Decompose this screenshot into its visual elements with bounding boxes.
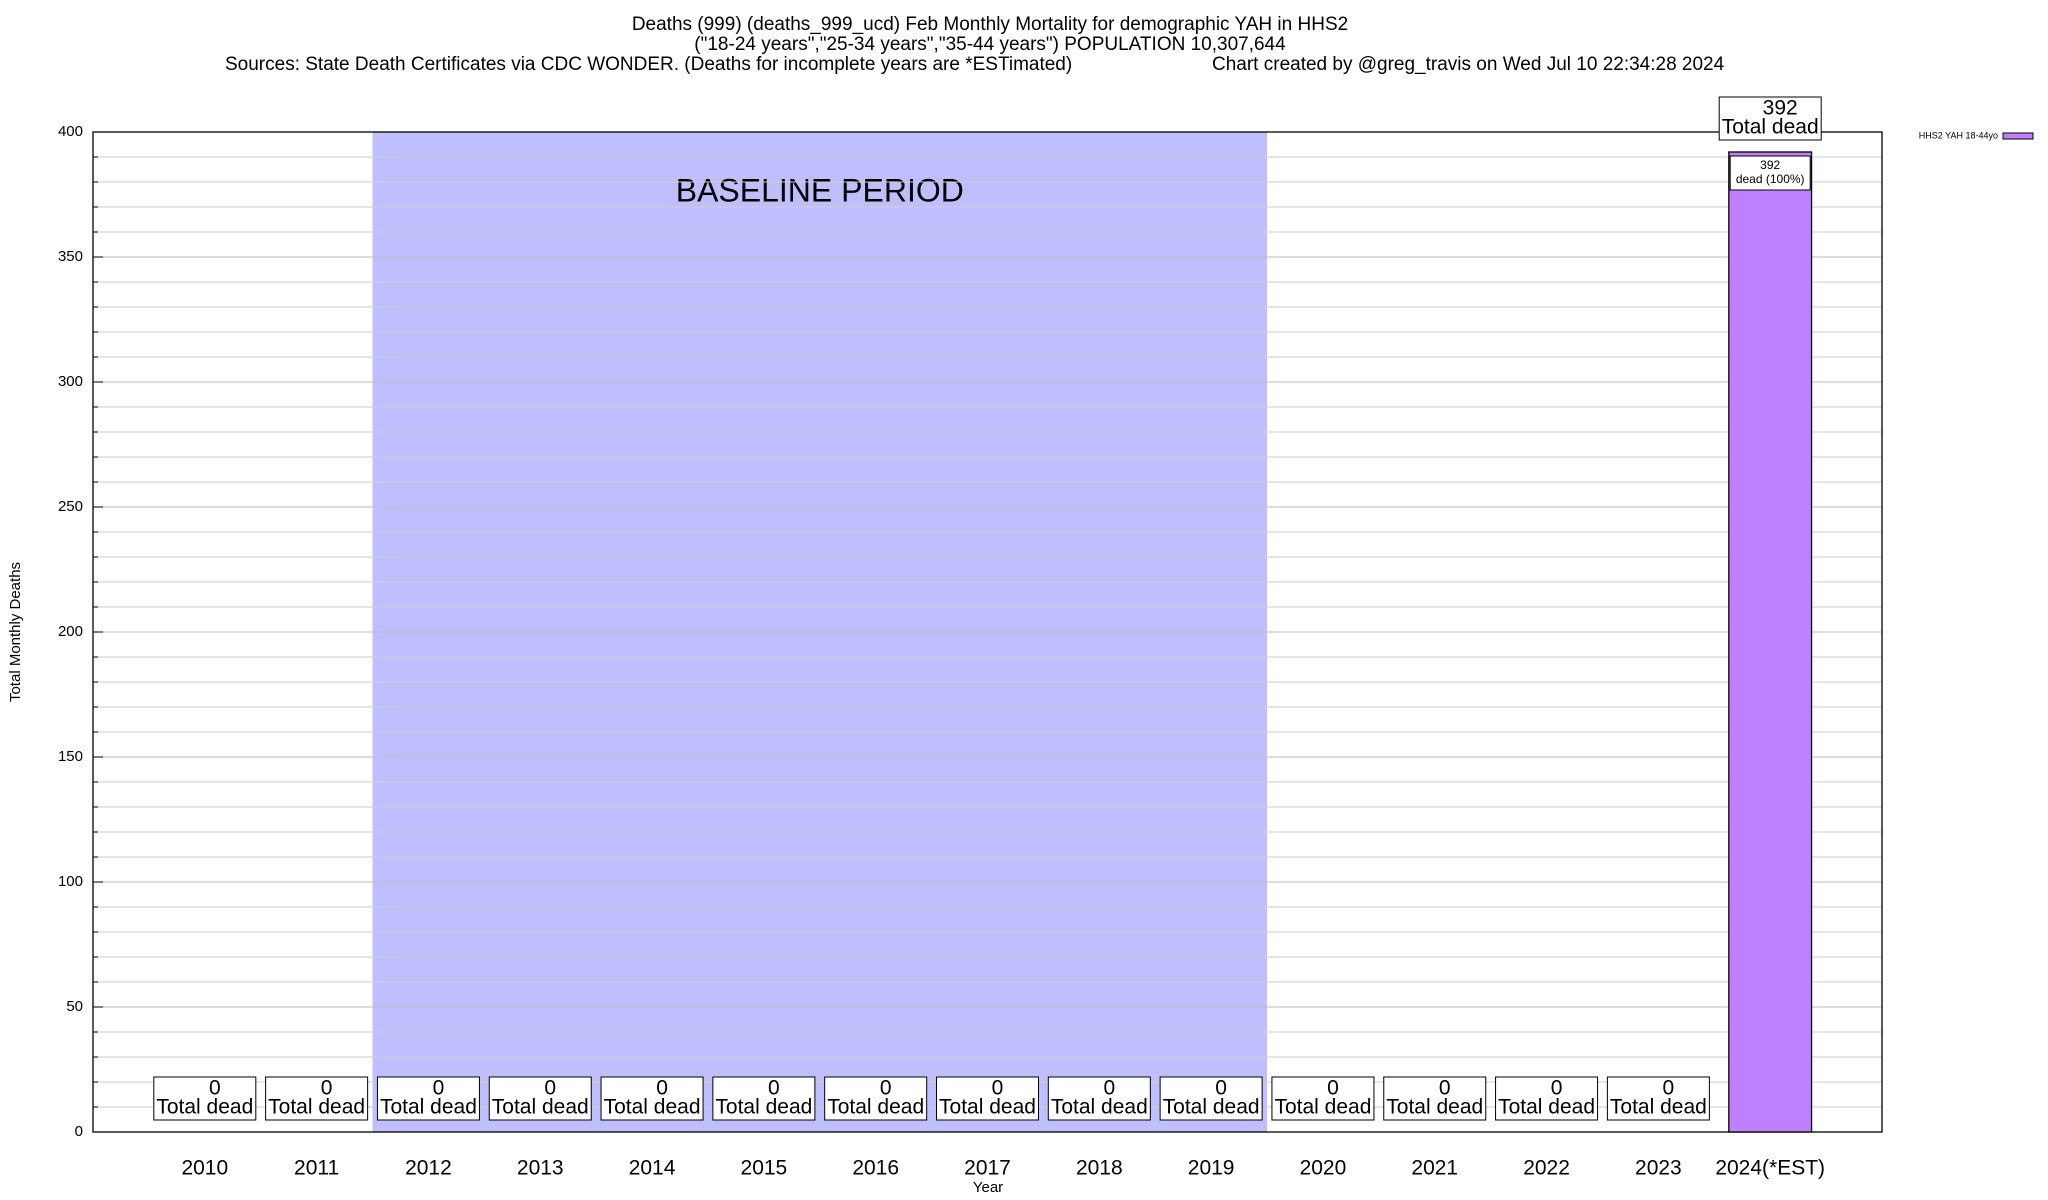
total-label: Total dead xyxy=(1498,1096,1595,1119)
label-box xyxy=(1606,1076,1710,1121)
total-label: Total dead xyxy=(1386,1096,1483,1119)
x-tick-label: 2023 xyxy=(1635,1157,1682,1180)
x-tick-label: 2014 xyxy=(629,1157,676,1180)
value-label: 392 xyxy=(1763,97,1798,120)
chart-title: Deaths (999) (deaths_999_ucd) Feb Monthl… xyxy=(632,14,1348,35)
total-label: Total dead xyxy=(156,1096,253,1119)
total-label: Total dead xyxy=(939,1096,1036,1119)
value-label: 0 xyxy=(656,1077,668,1100)
y-tick-label: 100 xyxy=(58,873,83,890)
x-axis-label: Year xyxy=(973,1179,1003,1196)
label-box xyxy=(824,1076,928,1121)
total-label: Total dead xyxy=(1051,1096,1148,1119)
x-tick-label: 2017 xyxy=(964,1157,1011,1180)
legend-label: HHS2 YAH 18-44yo xyxy=(1919,130,1998,140)
value-label: 0 xyxy=(880,1077,892,1100)
x-tick-label: 2012 xyxy=(405,1157,452,1180)
label-box xyxy=(153,1076,257,1121)
y-tick-label: 350 xyxy=(58,248,83,265)
legend-swatch xyxy=(2002,132,2034,140)
share-box xyxy=(1729,155,1811,191)
label-box xyxy=(1718,96,1822,141)
total-label: Total dead xyxy=(1163,1096,1260,1119)
label-box xyxy=(1495,1076,1599,1121)
value-label: 0 xyxy=(992,1077,1004,1100)
y-tick-label: 400 xyxy=(58,123,83,140)
label-box xyxy=(1159,1076,1263,1121)
x-tick-label: 2013 xyxy=(517,1157,564,1180)
x-tick-label: 2022 xyxy=(1523,1157,1570,1180)
label-box xyxy=(712,1076,816,1121)
total-label: Total dead xyxy=(715,1096,812,1119)
y-tick-label: 150 xyxy=(58,748,83,765)
value-label: 0 xyxy=(1663,1077,1675,1100)
value-label: 0 xyxy=(433,1077,445,1100)
x-tick-label: 2016 xyxy=(852,1157,899,1180)
value-label: 0 xyxy=(1327,1077,1339,1100)
label-box xyxy=(1383,1076,1487,1121)
label-box xyxy=(1271,1076,1375,1121)
x-tick-label: 2024(*EST) xyxy=(1715,1157,1825,1180)
total-label: Total dead xyxy=(1722,116,1819,139)
source: Sources: State Death Certificates via CD… xyxy=(225,54,1072,75)
value-label: 0 xyxy=(209,1077,221,1100)
y-tick-label: 50 xyxy=(66,998,83,1015)
chart-subtitle: ("18-24 years","25-34 years","35-44 year… xyxy=(694,34,1286,55)
plot-frame xyxy=(92,131,1883,1133)
x-tick-label: 2015 xyxy=(741,1157,788,1180)
total-label: Total dead xyxy=(1610,1096,1707,1119)
bar xyxy=(1728,151,1813,1133)
total-label: Total dead xyxy=(604,1096,701,1119)
share-value: 392 xyxy=(1760,158,1780,172)
label-box xyxy=(936,1076,1039,1121)
value-label: 0 xyxy=(1103,1077,1115,1100)
value-label: 0 xyxy=(544,1077,556,1100)
y-tick-label: 0 xyxy=(75,1123,83,1140)
value-label: 0 xyxy=(321,1077,333,1100)
baseline-label: BASELINE PERIOD xyxy=(676,172,964,208)
x-tick-label: 2010 xyxy=(181,1157,228,1180)
label-box xyxy=(265,1076,369,1121)
x-tick-label: 2018 xyxy=(1076,1157,1123,1180)
y-axis-label: Total Monthly Deaths xyxy=(7,562,24,702)
value-label: 0 xyxy=(768,1077,780,1100)
label-box xyxy=(600,1076,704,1121)
value-label: 0 xyxy=(1215,1077,1227,1100)
total-label: Total dead xyxy=(1274,1096,1371,1119)
total-label: Total dead xyxy=(827,1096,924,1119)
x-tick-label: 2021 xyxy=(1411,1157,1458,1180)
label-box xyxy=(1047,1076,1151,1121)
y-tick-label: 200 xyxy=(58,623,83,640)
value-label: 0 xyxy=(1551,1077,1563,1100)
total-label: Total dead xyxy=(380,1096,477,1119)
label-box xyxy=(376,1076,480,1121)
value-label: 0 xyxy=(1439,1077,1451,1100)
x-tick-label: 2020 xyxy=(1300,1157,1347,1180)
credit: Chart created by @greg_travis on Wed Jul… xyxy=(1212,54,1725,75)
label-box xyxy=(488,1076,592,1121)
y-tick-label: 250 xyxy=(58,498,83,515)
total-label: Total dead xyxy=(492,1096,589,1119)
x-tick-label: 2019 xyxy=(1188,1157,1235,1180)
x-tick-label: 2011 xyxy=(294,1157,339,1180)
total-label: Total dead xyxy=(268,1096,365,1119)
share-label: dead (100%) xyxy=(1736,172,1805,186)
y-tick-label: 300 xyxy=(58,373,83,390)
